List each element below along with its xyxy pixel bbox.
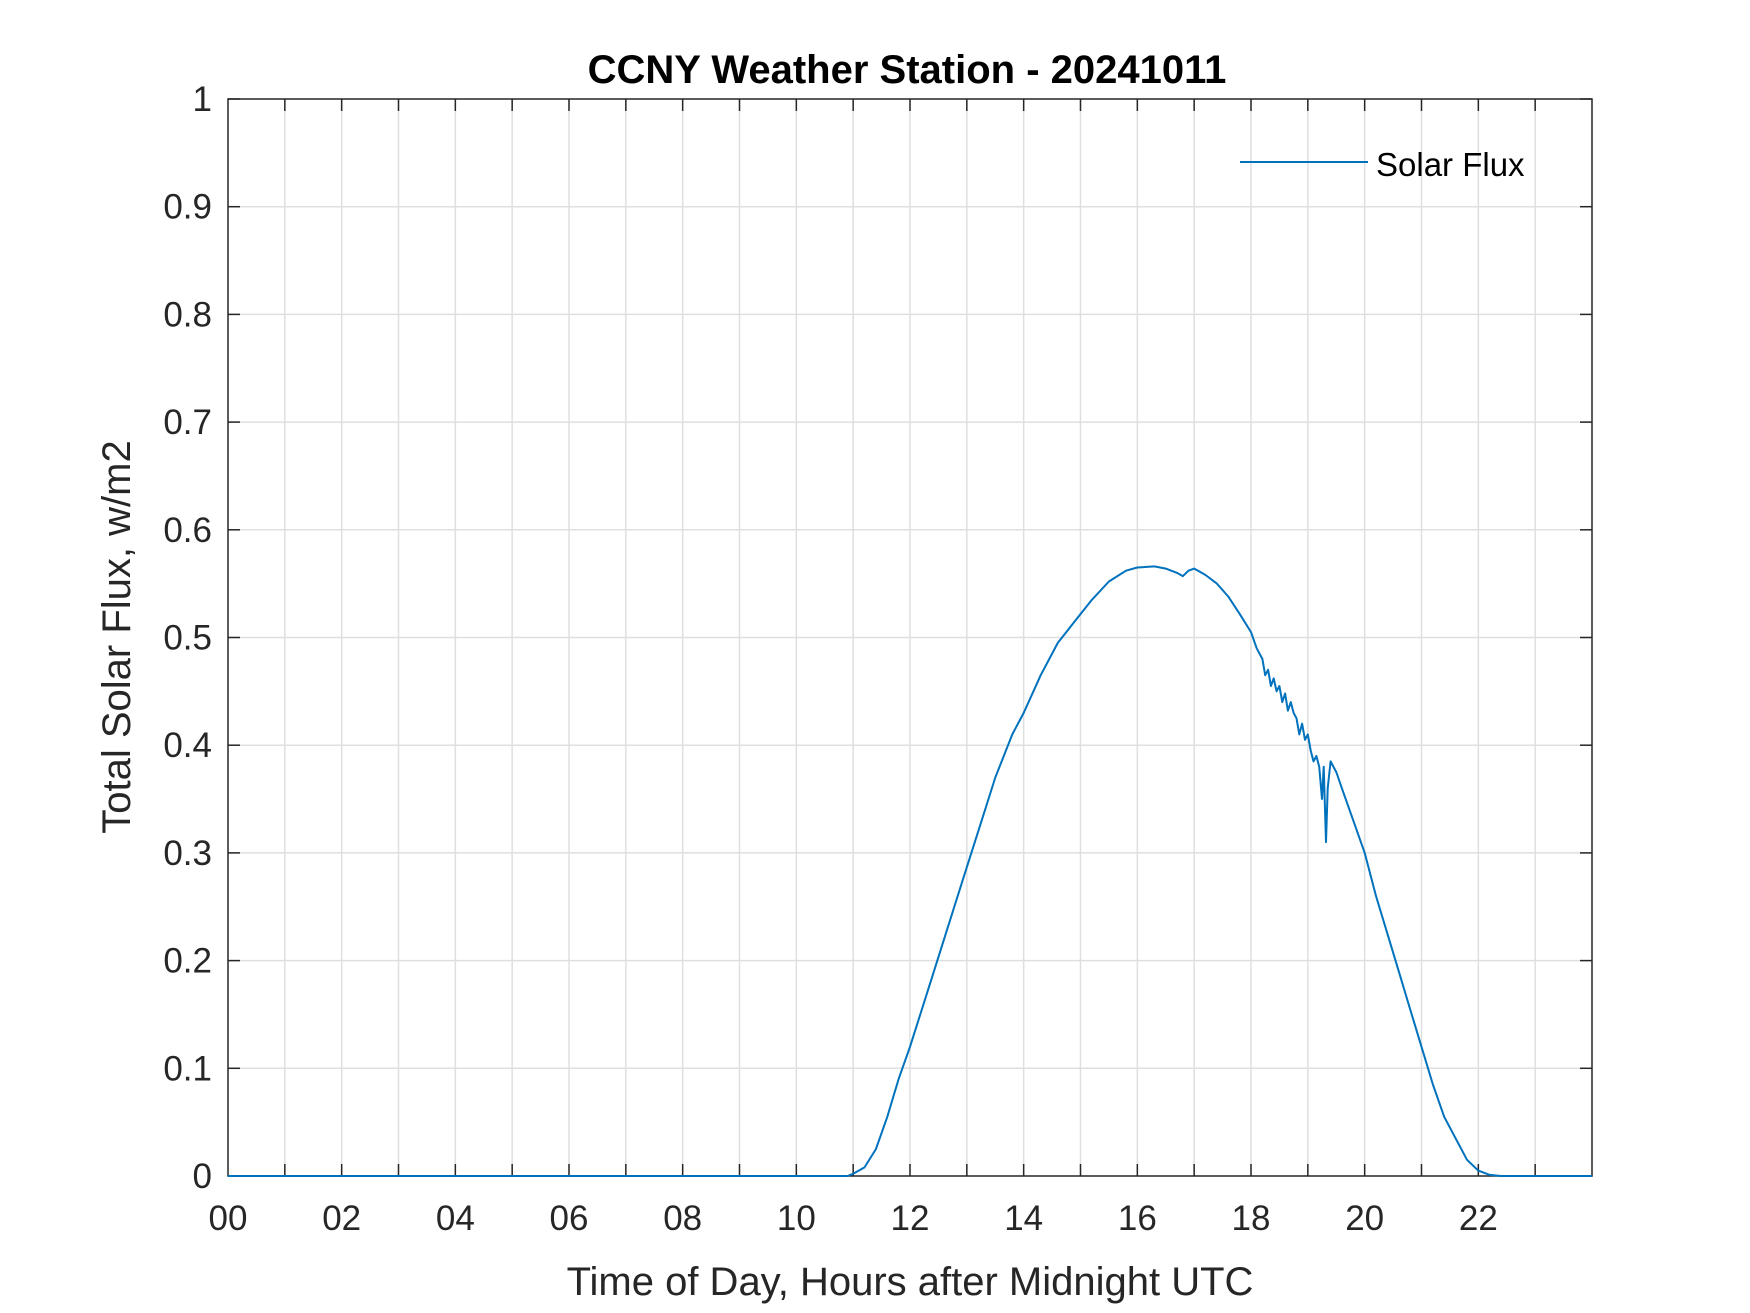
y-tick-label: 0.9: [163, 188, 212, 227]
y-tick-label: 0.4: [163, 726, 212, 765]
y-tick-label: 1: [193, 80, 212, 119]
x-tick-label: 02: [322, 1199, 361, 1238]
y-tick-label: 0.3: [163, 834, 212, 873]
y-tick-label: 0.5: [163, 619, 212, 658]
y-axis-label: Total Solar Flux, w/m2: [95, 440, 139, 833]
chart-title: CCNY Weather Station - 20241011: [588, 48, 1227, 92]
y-tick-label: 0.2: [163, 942, 212, 981]
legend-label-solar-flux: Solar Flux: [1376, 146, 1525, 183]
x-tick-label: 06: [550, 1199, 589, 1238]
x-tick-label: 08: [663, 1199, 702, 1238]
y-tick-label: 0: [193, 1157, 212, 1196]
x-tick-label: 04: [436, 1199, 475, 1238]
x-tick-label: 20: [1345, 1199, 1384, 1238]
y-tick-label: 0.1: [163, 1049, 212, 1088]
series-line-solar-flux: [228, 565, 1592, 1177]
x-tick-label: 12: [891, 1199, 930, 1238]
x-tick-label: 10: [777, 1199, 816, 1238]
y-tick-label: 0.8: [163, 295, 212, 334]
x-tick-labels: 00 02 04 06 08 10 12 14 16 18 20 22: [209, 1199, 1498, 1238]
y-tick-label: 0.6: [163, 511, 212, 550]
y-tick-labels: 0 0.1 0.2 0.3 0.4 0.5 0.6 0.7 0.8 0.9 1: [163, 80, 212, 1196]
x-tick-label: 00: [209, 1199, 248, 1238]
x-tick-label: 22: [1459, 1199, 1498, 1238]
axis-ticks: [228, 98, 1592, 1177]
x-tick-label: 16: [1118, 1199, 1157, 1238]
y-tick-label: 0.7: [163, 403, 212, 442]
grid-lines: [228, 99, 1592, 1176]
x-axis-label: Time of Day, Hours after Midnight UTC: [567, 1260, 1254, 1304]
x-tick-label: 14: [1004, 1199, 1043, 1238]
x-tick-label: 18: [1232, 1199, 1271, 1238]
legend: Solar Flux: [1240, 146, 1525, 183]
